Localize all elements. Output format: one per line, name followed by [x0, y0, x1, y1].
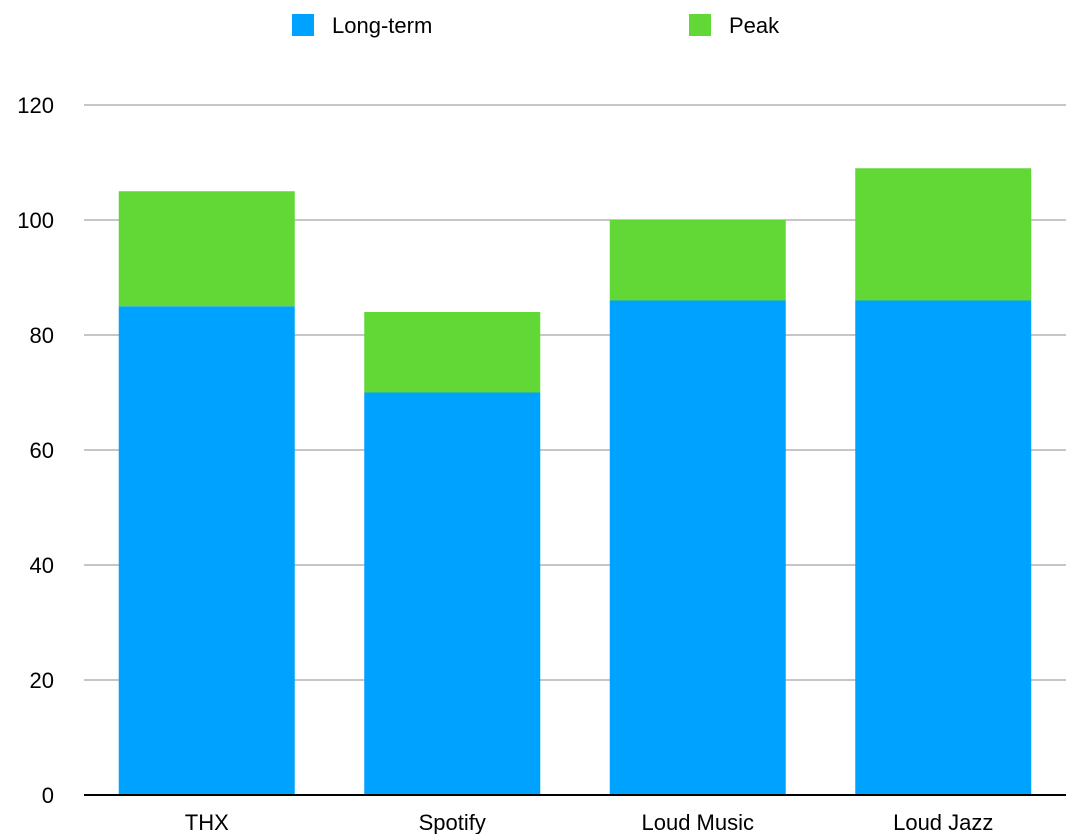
y-tick-label: 100	[17, 208, 54, 233]
y-tick-label: 80	[30, 323, 54, 348]
legend-label: Peak	[729, 13, 780, 38]
x-tick-label: Loud Music	[641, 810, 754, 834]
y-tick-label: 20	[30, 668, 54, 693]
legend: Long-term Peak	[292, 13, 780, 38]
y-tick-label: 120	[17, 93, 54, 118]
y-tick-label: 40	[30, 553, 54, 578]
bar-peak	[364, 312, 541, 393]
x-axis: THX Spotify Loud Music Loud Jazz	[84, 794, 1066, 834]
bar-long-term	[609, 300, 786, 795]
y-tick-label: 0	[42, 783, 54, 808]
bars	[118, 168, 1032, 795]
bar-long-term	[364, 392, 541, 795]
legend-label: Long-term	[332, 13, 432, 38]
x-tick-label: Loud Jazz	[893, 810, 993, 834]
y-axis: 0 20 40 60 80 100 120	[17, 93, 54, 808]
bar-long-term	[118, 306, 295, 795]
bar-peak	[855, 168, 1032, 301]
legend-swatch	[292, 14, 314, 36]
legend-swatch	[689, 14, 711, 36]
x-tick-label: THX	[185, 810, 229, 834]
x-tick-label: Spotify	[419, 810, 486, 834]
bar-peak	[118, 191, 295, 307]
bar-peak	[609, 220, 786, 301]
y-tick-label: 60	[30, 438, 54, 463]
bar-long-term	[855, 300, 1032, 795]
